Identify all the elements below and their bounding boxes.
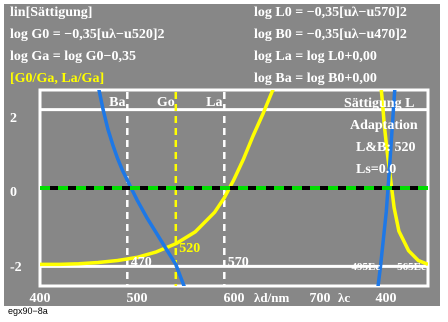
complement-label-495ec: 495Ec [352,261,381,273]
header-left-line-1: lin[Sättigung] [10,5,92,20]
marker-value-520: 520 [179,241,200,256]
y-tick-2: 2 [10,111,17,126]
header-right-line-3: log La = log L0+0,00 [254,49,377,64]
legend-adaptation: Adaptation [350,118,418,133]
x-tick-400-complement: 400 [376,291,397,306]
header-right-line-4: log Ba = log B0+0,00 [254,71,377,86]
marker-label-la: La [206,95,222,110]
complement-label-565ec: 565Ec [397,261,426,273]
footer-code: egx90−8a [8,306,48,316]
header-left-line-2: log G0 = −0,35[uλ−u520]2 [10,27,165,42]
legend-lb: L&B: 520 [356,140,416,155]
x-tick-400: 400 [30,291,51,306]
header-right-line-1: log L0 = −0,35[uλ−u570]2 [254,5,407,20]
legend-saettigung: Sättigung L [344,96,414,111]
series-line-3 [376,90,397,286]
legend-ls: Ls=0.0 [356,162,396,177]
header-right-line-2: log B0 = −0,35[uλ−u470]2 [254,27,407,42]
marker-value-470: 470 [131,255,152,270]
marker-label-ba: Ba [109,95,125,110]
header-left-line-3: log Ga = log G0−0,35 [10,49,136,64]
y-tick-0: 0 [10,185,17,200]
x-tick-600: 600 [224,291,245,306]
y-tick-minus-2: -2 [10,260,22,275]
x-tick-500: 500 [127,291,148,306]
x-axis-label-complement: λc [338,290,350,305]
marker-label-go: Go [157,95,175,110]
chart: lin[Sättigung] log G0 = −0,35[uλ−u520]2 … [10,5,430,306]
chart-frame: lin[Sättigung] log G0 = −0,35[uλ−u520]2 … [4,4,440,306]
header-left-line-4: [G0/Ga, La/Ga] [10,71,104,86]
x-axis-label-dominant: λd/nm [254,290,289,305]
series-line-2 [97,90,186,286]
series-line-1 [379,90,428,267]
x-tick-700: 700 [310,291,331,306]
series-line-0 [40,90,275,267]
marker-value-570: 570 [228,255,249,270]
